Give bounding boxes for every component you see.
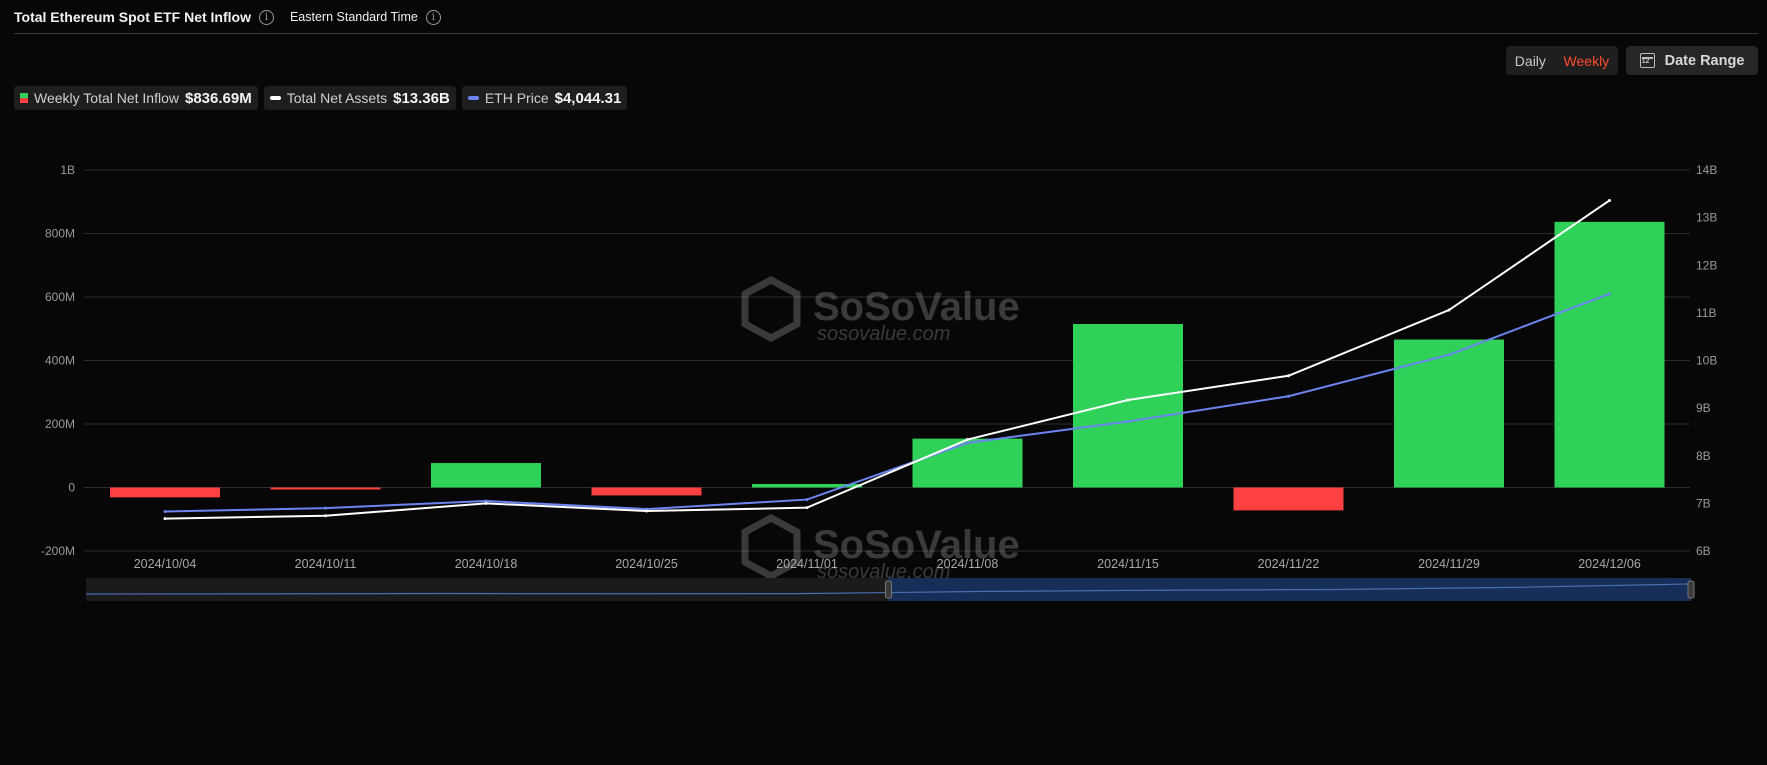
series-point xyxy=(805,498,809,502)
chart-axes: -200M 0 200M 400M 600M 800M 1B 6B 7B 8B 9B 10B 11B 12… xyxy=(41,163,1717,571)
bar xyxy=(431,463,541,488)
watermark-brand: SoSoValue xyxy=(813,523,1020,567)
watermark-logo-icon xyxy=(741,276,801,342)
timezone-info-icon[interactable]: i xyxy=(425,9,441,25)
series-point xyxy=(1447,353,1451,357)
series-point xyxy=(163,517,167,521)
bar xyxy=(1233,487,1344,511)
period-toggle: Daily Weekly xyxy=(1506,46,1618,75)
bar-series xyxy=(110,221,1665,511)
watermarks: SoSoValuesosovalue.comSoSoValuesosovalue… xyxy=(741,276,1020,583)
left-axis-tick-label: -200M xyxy=(41,544,75,558)
right-axis-tick-label: 7B xyxy=(1696,496,1711,510)
chart-header: Total Ethereum Spot ETF Net Inflow i Eas… xyxy=(14,4,441,30)
watermark-brand: SoSoValue xyxy=(813,285,1020,329)
series-point xyxy=(163,509,167,513)
series-point xyxy=(1126,398,1130,402)
bar xyxy=(591,487,702,496)
bar xyxy=(1073,323,1183,488)
series-point xyxy=(1287,374,1290,378)
daily-button[interactable]: Daily xyxy=(1514,52,1546,69)
series-point xyxy=(1447,308,1451,312)
right-axis-tick-label: 6B xyxy=(1696,544,1711,558)
line-series xyxy=(163,198,1611,521)
series-point xyxy=(1126,419,1130,423)
bar-swatch-icon xyxy=(20,93,28,103)
info-icon[interactable]: i xyxy=(258,9,274,25)
left-axis-tick-label: 800M xyxy=(45,227,75,241)
legend-value: $13.36B xyxy=(393,89,450,107)
header-divider xyxy=(14,33,1758,34)
bar xyxy=(110,487,220,498)
bar xyxy=(270,487,381,490)
right-axis-tick-label: 10B xyxy=(1696,354,1717,368)
series-point xyxy=(966,441,969,445)
watermark-url: sosovalue.com xyxy=(817,561,950,583)
bar xyxy=(1394,339,1504,488)
legend-label: ETH Price xyxy=(484,90,549,106)
right-axis-tick-label: 12B xyxy=(1696,258,1717,272)
watermark-logo-icon xyxy=(741,514,801,580)
x-axis-tick-label: 2024/10/18 xyxy=(455,557,518,571)
date-range-button[interactable]: Date Range xyxy=(1626,46,1758,75)
left-axis-tick-label: 200M xyxy=(45,417,75,431)
x-axis-tick-label: 2024/11/22 xyxy=(1258,557,1320,571)
weekly-button[interactable]: Weekly xyxy=(1563,52,1610,69)
timezone-label: Eastern Standard Time xyxy=(289,10,418,24)
date-range-label: Date Range xyxy=(1664,52,1745,69)
x-axis-tick-label: 2024/11/15 xyxy=(1097,557,1159,571)
series-point xyxy=(645,509,648,513)
series-point xyxy=(484,501,488,505)
right-axis-tick-label: 11B xyxy=(1696,306,1716,320)
legend-item-net-assets[interactable]: Total Net Assets $13.36B xyxy=(263,86,456,110)
series-line xyxy=(164,292,1610,513)
right-axis-tick-label: 8B xyxy=(1696,449,1711,463)
series-point xyxy=(1608,198,1611,202)
left-axis-tick-label: 600M xyxy=(45,290,75,304)
line-swatch-icon xyxy=(467,96,479,100)
calendar-icon xyxy=(1639,53,1655,68)
right-axis-tick-label: 13B xyxy=(1696,211,1717,225)
legend-value: $836.69M xyxy=(185,89,252,107)
legend-label: Total Net Assets xyxy=(286,90,388,106)
x-axis-tick-label: 2024/11/08 xyxy=(937,557,999,571)
bar xyxy=(1554,221,1665,488)
series-point xyxy=(805,506,809,510)
bar xyxy=(912,438,1023,488)
chart-legend: Weekly Total Net Inflow $836.69M Total N… xyxy=(14,86,628,110)
page-title: Total Ethereum Spot ETF Net Inflow xyxy=(14,9,251,25)
series-line xyxy=(164,199,1611,520)
left-axis-tick-label: 0 xyxy=(68,481,75,495)
left-axis-tick-label: 400M xyxy=(45,354,75,368)
legend-item-eth-price[interactable]: ETH Price $4,044.31 xyxy=(461,86,628,110)
slider-handle[interactable] xyxy=(1687,580,1695,599)
bar xyxy=(752,484,862,488)
legend-item-net-inflow[interactable]: Weekly Total Net Inflow $836.69M xyxy=(14,86,258,110)
right-axis-tick-label: 14B xyxy=(1696,163,1717,177)
right-axis-tick-label: 9B xyxy=(1696,401,1711,415)
line-swatch-icon xyxy=(269,96,281,100)
series-point xyxy=(324,506,327,510)
x-axis-tick-label: 2024/11/01 xyxy=(776,557,838,571)
legend-value: $4,044.31 xyxy=(554,89,622,107)
x-axis-tick-label: 2024/10/11 xyxy=(295,557,357,571)
series-point xyxy=(1608,292,1611,296)
x-axis-tick-label: 2024/10/25 xyxy=(615,557,678,571)
series-point xyxy=(484,499,488,503)
series-point xyxy=(1287,394,1290,398)
x-axis-tick-label: 2024/11/29 xyxy=(1418,557,1480,571)
series-point xyxy=(966,438,969,442)
x-axis-tick-label: 2024/10/04 xyxy=(134,557,197,571)
range-slider xyxy=(85,578,1695,601)
series-point xyxy=(324,514,327,518)
x-axis-tick-label: 2024/12/06 xyxy=(1578,557,1641,571)
left-axis-tick-label: 1B xyxy=(60,163,75,177)
watermark-url: sosovalue.com xyxy=(817,323,950,345)
slider-handle[interactable] xyxy=(885,580,892,599)
legend-label: Weekly Total Net Inflow xyxy=(34,90,179,106)
